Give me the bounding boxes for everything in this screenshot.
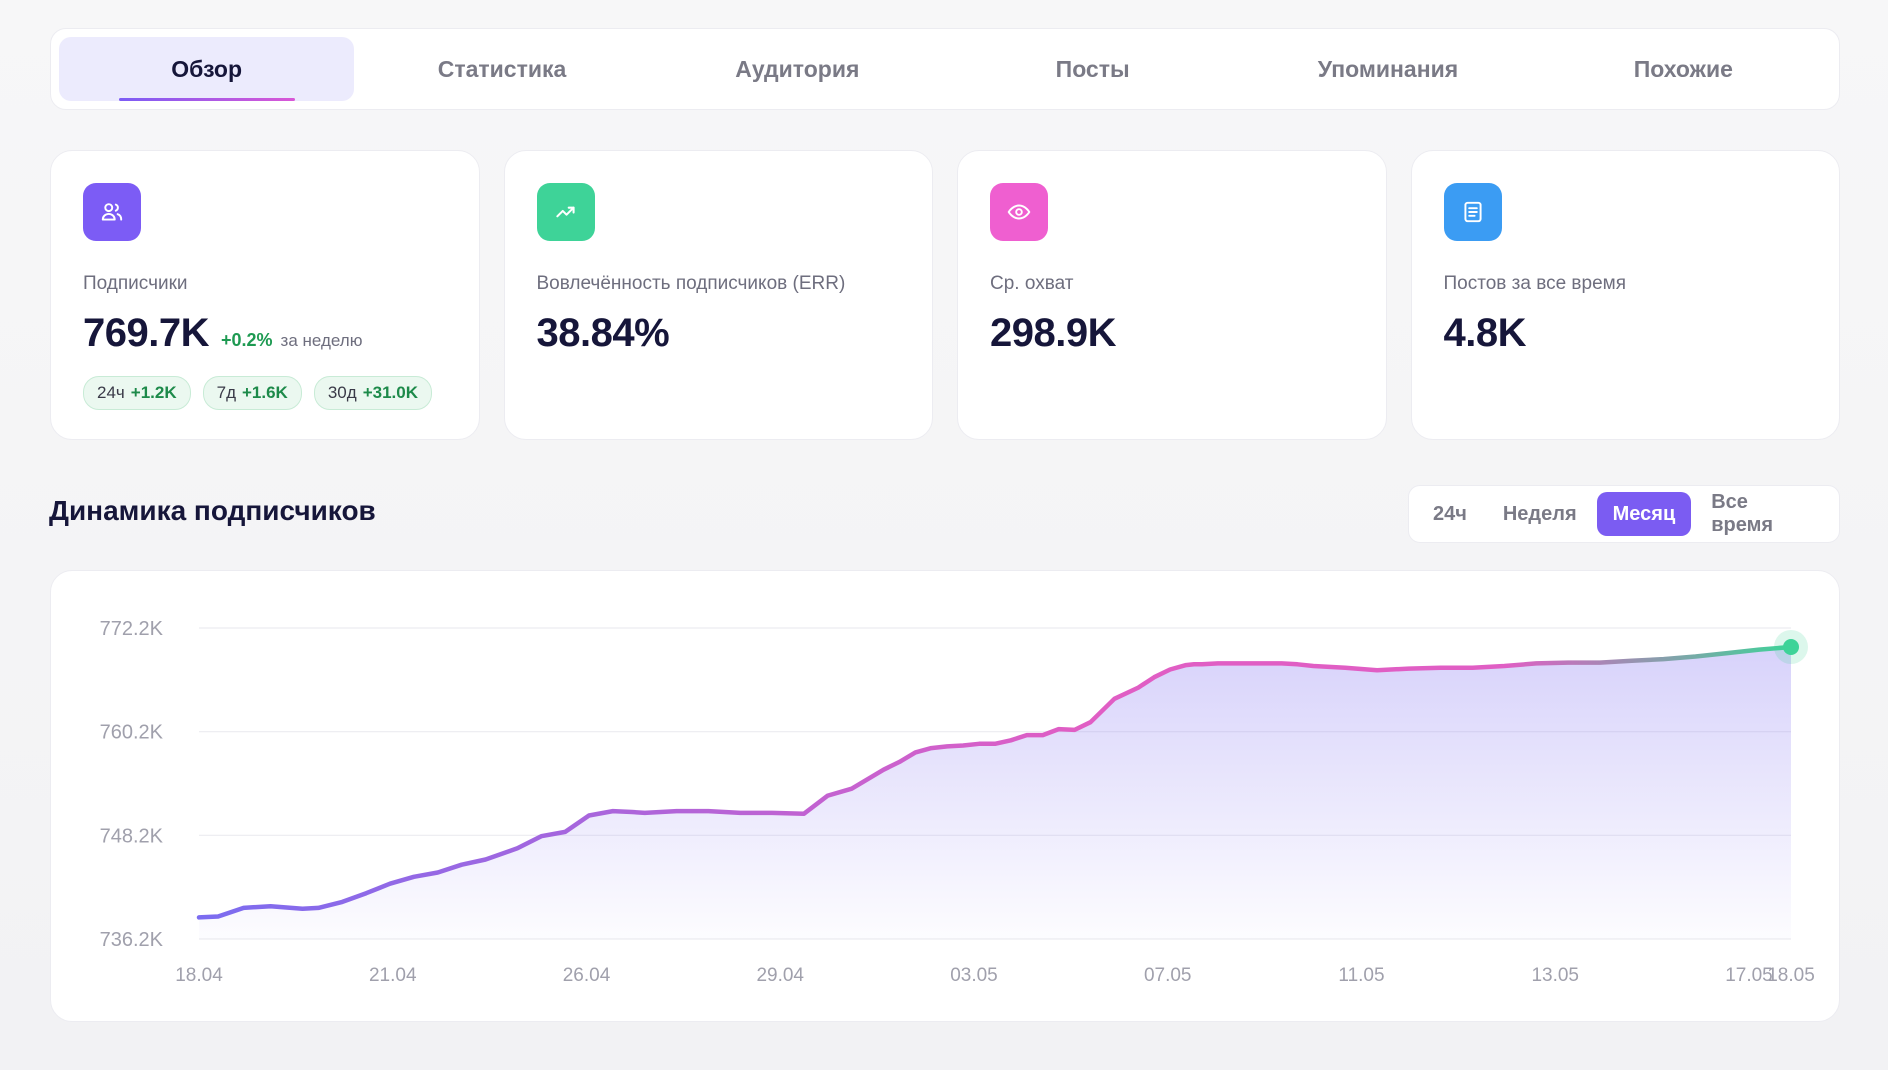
growth-chip-24h: 24ч +1.2K [83, 376, 191, 410]
chip-period: 7д [216, 383, 236, 402]
period-month[interactable]: Месяц [1596, 492, 1692, 536]
chip-value: +1.2K [130, 383, 177, 402]
growth-chip-30d: 30д +31.0K [313, 376, 432, 410]
y-tick-label: 748.2K [100, 825, 164, 847]
last-point-marker[interactable] [1783, 639, 1799, 656]
err-card: Вовлечённость подписчиков (ERR) 38.84% [503, 150, 933, 440]
chip-value: +1.6K [242, 383, 288, 402]
trending-up-icon [536, 183, 595, 241]
subscribers-chart: 736.2K 748.2K 760.2K 772.2K 18.04 21.04 26.04… [100, 618, 1815, 986]
card-label: Вовлечённость подписчиков (ERR) [536, 273, 846, 294]
x-tick-label: 11.05 [1338, 965, 1384, 986]
chip-period: 24ч [97, 383, 125, 402]
weekly-delta: +0.2% [220, 330, 273, 350]
y-tick-label: 736.2K [100, 929, 164, 951]
eye-icon [990, 183, 1048, 241]
tab-posts[interactable]: Посты [1055, 55, 1130, 82]
x-tick-label: 13.05 [1531, 965, 1579, 986]
period-24h[interactable]: 24ч [1433, 502, 1467, 525]
posts-card: Постов за все время 4.8K [1410, 150, 1840, 440]
chip-value: +31.0K [362, 383, 418, 402]
section-tabs: Обзор Статистика Аудитория Посты Упомина… [50, 28, 1840, 110]
tab-audience[interactable]: Аудитория [735, 55, 860, 82]
growth-chips: 24ч +1.2K 7д +1.6K 30д +31.0K [83, 376, 447, 410]
x-tick-label: 03.05 [950, 965, 998, 986]
section-title: Динамика подписчиков [49, 495, 376, 526]
reach-card: Ср. охват 298.9K [957, 150, 1387, 440]
x-tick-label: 07.05 [1144, 965, 1192, 986]
card-label: Постов за все время [1443, 273, 1627, 294]
x-tick-label: 18.05 [1767, 965, 1815, 986]
subscribers-value: 769.7K [83, 311, 209, 355]
tab-statistics[interactable]: Статистика [437, 55, 567, 82]
reach-value: 298.9K [990, 311, 1116, 355]
x-tick-label: 21.04 [369, 965, 417, 986]
card-label: Ср. охват [990, 273, 1074, 294]
chip-period: 30д [327, 383, 357, 402]
series-line [196, 644, 1794, 920]
tab-overview[interactable]: Обзор [59, 37, 355, 101]
tab-mentions[interactable]: Упоминания [1317, 55, 1459, 82]
subscribers-chart-card: 736.2K 748.2K 760.2K 772.2K 18.04 21.04 26.04… [50, 570, 1840, 1022]
period-switcher: 24ч Неделя Месяц Все время [1408, 485, 1840, 543]
growth-chip-7d: 7д +1.6K [202, 376, 302, 410]
card-label: Подписчики [83, 273, 188, 294]
y-tick-label: 760.2K [100, 722, 164, 744]
posts-value: 4.8K [1443, 311, 1527, 355]
period-week[interactable]: Неделя [1502, 502, 1577, 525]
period-all-time[interactable]: Все время [1711, 491, 1774, 536]
y-tick-label: 772.2K [100, 618, 164, 640]
users-icon [83, 183, 141, 241]
subscribers-card: Подписчики 769.7K +0.2% за неделю 24ч +1… [50, 150, 480, 440]
x-tick-label: 29.04 [756, 965, 804, 986]
weekly-delta-note: за неделю [280, 331, 363, 350]
document-icon [1443, 183, 1502, 241]
x-tick-label: 18.04 [175, 965, 223, 986]
x-tick-label: 17.05 [1725, 965, 1773, 986]
stat-cards: Подписчики 769.7K +0.2% за неделю 24ч +1… [50, 150, 1840, 440]
tab-similar[interactable]: Похожие [1633, 55, 1733, 82]
x-tick-label: 26.04 [563, 965, 611, 986]
err-value: 38.84% [536, 311, 670, 355]
series-area [199, 647, 1791, 939]
